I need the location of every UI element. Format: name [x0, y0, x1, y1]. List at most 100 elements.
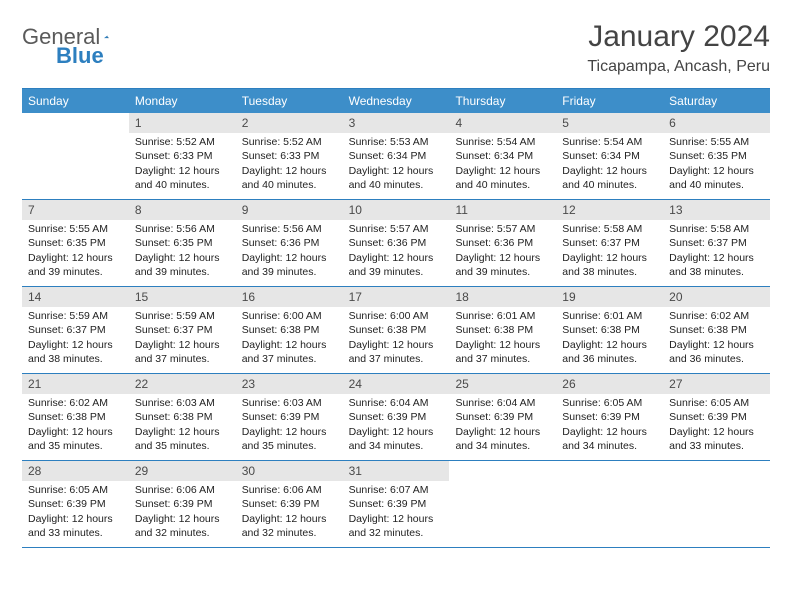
day-number: 3 [343, 113, 450, 133]
day-details: Sunrise: 6:05 AMSunset: 6:39 PMDaylight:… [663, 394, 770, 457]
calendar-day: 26Sunrise: 6:05 AMSunset: 6:39 PMDayligh… [556, 374, 663, 460]
day-details: Sunrise: 5:57 AMSunset: 6:36 PMDaylight:… [343, 220, 450, 283]
day-number: 19 [556, 287, 663, 307]
weekday-header: Monday [129, 89, 236, 113]
header: General January 2024 Ticapampa, Ancash, … [22, 20, 770, 76]
day-details: Sunrise: 5:58 AMSunset: 6:37 PMDaylight:… [556, 220, 663, 283]
day-number: 27 [663, 374, 770, 394]
day-details: Sunrise: 6:07 AMSunset: 6:39 PMDaylight:… [343, 481, 450, 544]
calendar-day: 24Sunrise: 6:04 AMSunset: 6:39 PMDayligh… [343, 374, 450, 460]
day-number: 31 [343, 461, 450, 481]
day-details: Sunrise: 6:04 AMSunset: 6:39 PMDaylight:… [343, 394, 450, 457]
calendar-day: 1Sunrise: 5:52 AMSunset: 6:33 PMDaylight… [129, 113, 236, 199]
day-number: 17 [343, 287, 450, 307]
day-details: Sunrise: 6:03 AMSunset: 6:38 PMDaylight:… [129, 394, 236, 457]
day-details: Sunrise: 5:54 AMSunset: 6:34 PMDaylight:… [556, 133, 663, 196]
day-details: Sunrise: 6:02 AMSunset: 6:38 PMDaylight:… [663, 307, 770, 370]
calendar-day: 8Sunrise: 5:56 AMSunset: 6:35 PMDaylight… [129, 200, 236, 286]
day-number [663, 461, 770, 481]
day-number: 16 [236, 287, 343, 307]
day-number: 24 [343, 374, 450, 394]
calendar-day: 21Sunrise: 6:02 AMSunset: 6:38 PMDayligh… [22, 374, 129, 460]
day-number: 23 [236, 374, 343, 394]
day-number: 7 [22, 200, 129, 220]
location: Ticapampa, Ancash, Peru [587, 58, 770, 76]
calendar-day: 27Sunrise: 6:05 AMSunset: 6:39 PMDayligh… [663, 374, 770, 460]
weekday-header-row: SundayMondayTuesdayWednesdayThursdayFrid… [22, 89, 770, 113]
day-details: Sunrise: 5:55 AMSunset: 6:35 PMDaylight:… [22, 220, 129, 283]
day-number: 20 [663, 287, 770, 307]
day-number: 15 [129, 287, 236, 307]
day-details: Sunrise: 5:54 AMSunset: 6:34 PMDaylight:… [449, 133, 556, 196]
calendar-day: 10Sunrise: 5:57 AMSunset: 6:36 PMDayligh… [343, 200, 450, 286]
calendar-day: 9Sunrise: 5:56 AMSunset: 6:36 PMDaylight… [236, 200, 343, 286]
day-details: Sunrise: 5:52 AMSunset: 6:33 PMDaylight:… [129, 133, 236, 196]
weekday-header: Friday [556, 89, 663, 113]
day-details: Sunrise: 6:05 AMSunset: 6:39 PMDaylight:… [22, 481, 129, 544]
day-number: 6 [663, 113, 770, 133]
day-details: Sunrise: 5:52 AMSunset: 6:33 PMDaylight:… [236, 133, 343, 196]
calendar-day: 7Sunrise: 5:55 AMSunset: 6:35 PMDaylight… [22, 200, 129, 286]
day-number: 29 [129, 461, 236, 481]
day-details: Sunrise: 6:00 AMSunset: 6:38 PMDaylight:… [343, 307, 450, 370]
day-number [556, 461, 663, 481]
calendar-day: 4Sunrise: 5:54 AMSunset: 6:34 PMDaylight… [449, 113, 556, 199]
weekday-header: Sunday [22, 89, 129, 113]
day-details: Sunrise: 5:57 AMSunset: 6:36 PMDaylight:… [449, 220, 556, 283]
calendar-day: 20Sunrise: 6:02 AMSunset: 6:38 PMDayligh… [663, 287, 770, 373]
weekday-header: Wednesday [343, 89, 450, 113]
calendar-day: 23Sunrise: 6:03 AMSunset: 6:39 PMDayligh… [236, 374, 343, 460]
day-details: Sunrise: 6:06 AMSunset: 6:39 PMDaylight:… [129, 481, 236, 544]
day-number: 13 [663, 200, 770, 220]
day-number: 1 [129, 113, 236, 133]
day-details: Sunrise: 6:05 AMSunset: 6:39 PMDaylight:… [556, 394, 663, 457]
calendar-week: 14Sunrise: 5:59 AMSunset: 6:37 PMDayligh… [22, 287, 770, 374]
calendar-day: 3Sunrise: 5:53 AMSunset: 6:34 PMDaylight… [343, 113, 450, 199]
day-details: Sunrise: 5:59 AMSunset: 6:37 PMDaylight:… [22, 307, 129, 370]
day-details: Sunrise: 5:58 AMSunset: 6:37 PMDaylight:… [663, 220, 770, 283]
day-number [22, 113, 129, 133]
day-details: Sunrise: 6:04 AMSunset: 6:39 PMDaylight:… [449, 394, 556, 457]
day-number [449, 461, 556, 481]
calendar-day: 18Sunrise: 6:01 AMSunset: 6:38 PMDayligh… [449, 287, 556, 373]
day-number: 5 [556, 113, 663, 133]
calendar-day-empty [663, 461, 770, 547]
calendar-body: 1Sunrise: 5:52 AMSunset: 6:33 PMDaylight… [22, 113, 770, 548]
calendar-day: 14Sunrise: 5:59 AMSunset: 6:37 PMDayligh… [22, 287, 129, 373]
header-right: January 2024 Ticapampa, Ancash, Peru [587, 20, 770, 76]
day-number: 12 [556, 200, 663, 220]
calendar-day-empty [22, 113, 129, 199]
day-number: 25 [449, 374, 556, 394]
day-number: 21 [22, 374, 129, 394]
day-number: 4 [449, 113, 556, 133]
logo-triangle-icon [104, 27, 109, 47]
day-number: 28 [22, 461, 129, 481]
day-details: Sunrise: 5:53 AMSunset: 6:34 PMDaylight:… [343, 133, 450, 196]
calendar-day: 12Sunrise: 5:58 AMSunset: 6:37 PMDayligh… [556, 200, 663, 286]
calendar-day-empty [449, 461, 556, 547]
day-details: Sunrise: 6:01 AMSunset: 6:38 PMDaylight:… [449, 307, 556, 370]
day-details: Sunrise: 5:56 AMSunset: 6:35 PMDaylight:… [129, 220, 236, 283]
calendar-week: 28Sunrise: 6:05 AMSunset: 6:39 PMDayligh… [22, 461, 770, 548]
day-number: 22 [129, 374, 236, 394]
calendar-day: 29Sunrise: 6:06 AMSunset: 6:39 PMDayligh… [129, 461, 236, 547]
calendar-day: 6Sunrise: 5:55 AMSunset: 6:35 PMDaylight… [663, 113, 770, 199]
calendar-day: 17Sunrise: 6:00 AMSunset: 6:38 PMDayligh… [343, 287, 450, 373]
logo-blue: Blue [56, 43, 104, 69]
day-number: 2 [236, 113, 343, 133]
calendar-day: 19Sunrise: 6:01 AMSunset: 6:38 PMDayligh… [556, 287, 663, 373]
calendar-day: 16Sunrise: 6:00 AMSunset: 6:38 PMDayligh… [236, 287, 343, 373]
calendar-day: 30Sunrise: 6:06 AMSunset: 6:39 PMDayligh… [236, 461, 343, 547]
day-number: 18 [449, 287, 556, 307]
day-number: 14 [22, 287, 129, 307]
day-number: 26 [556, 374, 663, 394]
day-details: Sunrise: 5:55 AMSunset: 6:35 PMDaylight:… [663, 133, 770, 196]
day-number: 9 [236, 200, 343, 220]
day-details: Sunrise: 6:06 AMSunset: 6:39 PMDaylight:… [236, 481, 343, 544]
day-details: Sunrise: 5:56 AMSunset: 6:36 PMDaylight:… [236, 220, 343, 283]
day-number: 10 [343, 200, 450, 220]
calendar: SundayMondayTuesdayWednesdayThursdayFrid… [22, 88, 770, 548]
day-details: Sunrise: 6:03 AMSunset: 6:39 PMDaylight:… [236, 394, 343, 457]
month-title: January 2024 [587, 20, 770, 54]
day-details: Sunrise: 6:00 AMSunset: 6:38 PMDaylight:… [236, 307, 343, 370]
